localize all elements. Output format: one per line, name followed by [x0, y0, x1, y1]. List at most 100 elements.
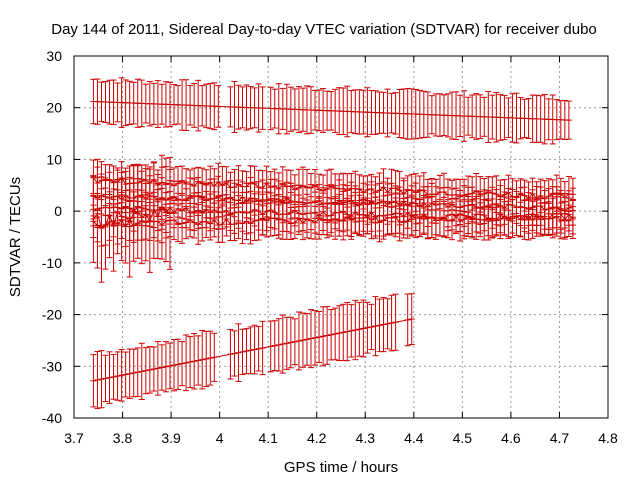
error-bar [126, 348, 133, 399]
error-bar [94, 351, 101, 409]
error-bar [384, 298, 391, 350]
error-bar [211, 202, 218, 238]
error-bar [279, 199, 286, 240]
error-bar [247, 326, 254, 375]
error-bar [142, 347, 149, 395]
y-tick-label: -20 [42, 307, 62, 323]
error-bar [388, 294, 395, 352]
error-bar [126, 165, 133, 278]
error-bar [102, 180, 109, 270]
error-bar [493, 92, 500, 143]
series-lower [90, 293, 415, 409]
data-marks [90, 77, 576, 409]
error-bar [162, 157, 169, 263]
error-bar [130, 81, 137, 125]
error-bar [344, 197, 351, 237]
error-bar [388, 201, 395, 234]
y-tick-label: -10 [42, 255, 62, 271]
error-bar [340, 200, 347, 241]
error-bar [307, 86, 314, 134]
error-bar [364, 200, 371, 235]
error-bar [521, 199, 528, 233]
error-bar [158, 344, 165, 391]
error-bar [255, 199, 262, 241]
error-bar [328, 202, 335, 237]
error-bar [171, 200, 178, 241]
error-bar [179, 341, 186, 387]
x-axis-title: GPS time / hours [284, 459, 398, 476]
error-bar [203, 205, 210, 238]
error-bar [416, 89, 423, 139]
error-bar [372, 90, 379, 135]
error-bar [203, 330, 210, 387]
error-bar [171, 84, 178, 126]
error-bar [267, 320, 274, 373]
grid [74, 56, 608, 418]
error-bar [279, 314, 286, 374]
error-bar [146, 80, 153, 127]
error-bar [239, 328, 246, 376]
error-bar [287, 86, 294, 132]
error-bar [138, 170, 145, 265]
error-bar [509, 199, 516, 238]
error-bar [461, 199, 468, 240]
error-bar [340, 87, 347, 136]
error-bar [376, 298, 383, 353]
error-bar [142, 168, 149, 262]
y-tick-label: -40 [42, 410, 62, 426]
x-tick-label: 4.2 [307, 430, 327, 446]
error-bar [235, 206, 242, 240]
error-bar [150, 161, 157, 259]
error-bar [98, 350, 105, 409]
error-bar [493, 204, 500, 237]
y-tick-label: 20 [46, 100, 62, 116]
error-bar [247, 202, 254, 245]
error-bar [235, 323, 242, 382]
error-bar [521, 98, 528, 138]
error-bar [545, 98, 552, 141]
y-tick-label: 0 [54, 203, 62, 219]
x-tick-label: 4.4 [404, 430, 424, 446]
error-bar [489, 203, 496, 238]
error-bar [251, 324, 258, 375]
error-bar [565, 197, 572, 232]
error-bar [110, 180, 117, 272]
error-bar [102, 354, 109, 403]
error-bar [263, 203, 270, 238]
error-bar [332, 197, 339, 240]
plot-frame [73, 55, 609, 419]
error-bar [372, 296, 379, 357]
error-bar [299, 312, 306, 368]
error-bar [199, 329, 206, 390]
error-bar [275, 318, 282, 372]
error-bar [348, 304, 355, 358]
error-bar [231, 330, 238, 377]
y-tick-label: 30 [46, 48, 62, 64]
error-bar [440, 196, 447, 238]
error-bar [307, 201, 314, 240]
error-bar [239, 203, 246, 245]
error-bar [457, 200, 464, 242]
error-bar [376, 201, 383, 243]
error-bar [428, 195, 435, 239]
error-bar [154, 174, 161, 260]
series-line [93, 206, 171, 229]
error-bar [295, 201, 302, 235]
y-axis-title: SDTVAR / TECUs [7, 177, 24, 297]
error-bar [457, 94, 464, 138]
x-tick-label: 4.6 [501, 430, 521, 446]
error-bar [348, 90, 355, 134]
error-bar [352, 299, 359, 361]
error-bar [307, 309, 314, 369]
error-bar [215, 85, 222, 128]
error-bar [171, 338, 178, 392]
error-bar [316, 89, 323, 132]
error-bar [424, 197, 431, 240]
error-bar [146, 346, 153, 394]
error-bar [142, 83, 149, 124]
error-bar [469, 200, 476, 239]
error-bar [118, 172, 125, 261]
error-bar [106, 351, 113, 404]
error-bar [134, 347, 141, 397]
x-tick-label: 4.5 [453, 430, 473, 446]
